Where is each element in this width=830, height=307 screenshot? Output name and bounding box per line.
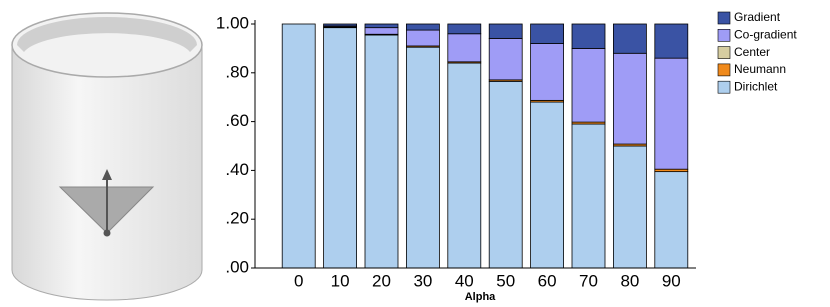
bar-segment <box>405 23 440 31</box>
x-tick-label: 50 <box>496 271 515 290</box>
cylinder-illustration <box>11 12 203 301</box>
x-tick-label: 20 <box>372 271 391 290</box>
bar-segment <box>323 23 358 27</box>
bar-segment <box>405 29 440 47</box>
x-tick-label: 0 <box>294 271 303 290</box>
bar-segment <box>447 33 482 63</box>
bar-segment <box>654 57 689 170</box>
bar-segment <box>364 27 399 35</box>
x-axis-title: Alpha <box>465 291 496 303</box>
x-tick-label: 30 <box>413 271 432 290</box>
legend-label: Gradient <box>734 10 781 24</box>
bar-segment <box>530 23 564 44</box>
bar-segment <box>447 23 482 35</box>
bar-segment <box>613 23 647 54</box>
y-tick-label: .00 <box>225 257 249 276</box>
legend-label: Neumann <box>734 62 786 76</box>
bar-segment <box>654 171 689 269</box>
x-tick-label: 90 <box>662 271 681 290</box>
y-tick-label: 1.00 <box>216 13 249 32</box>
x-tick-label: 60 <box>538 271 557 290</box>
bar-segment <box>488 23 523 39</box>
y-tick-label: .40 <box>225 160 249 179</box>
bar-segment <box>364 23 399 29</box>
bar-segment <box>613 145 647 269</box>
bar-segment <box>364 34 399 269</box>
legend-swatch <box>717 11 731 25</box>
x-tick-label: 10 <box>331 271 350 290</box>
bar-segment <box>654 23 689 59</box>
bar-segment <box>281 23 316 269</box>
x-tick-label: 80 <box>620 271 639 290</box>
bar-segment <box>488 37 523 81</box>
x-tick-label: 70 <box>579 271 598 290</box>
legend-swatch <box>717 46 731 59</box>
y-tick-label: .80 <box>225 62 249 81</box>
bar-segment <box>571 48 606 123</box>
legend-swatch <box>717 28 731 42</box>
bar-segment <box>571 123 606 269</box>
x-tick-label: 40 <box>455 271 474 290</box>
bar-segment <box>530 43 564 101</box>
bar-segment <box>571 23 606 49</box>
legend-label: Dirichlet <box>734 79 778 93</box>
bar-segment <box>447 62 482 269</box>
bar-segment <box>323 27 358 269</box>
bar-segment <box>530 101 564 269</box>
legend-label: Center <box>734 45 770 59</box>
legend-swatch <box>717 80 731 94</box>
bar-segment <box>405 46 440 269</box>
bar-segment <box>488 80 523 269</box>
y-tick-label: .20 <box>225 209 249 228</box>
legend-label: Co-gradient <box>734 27 797 41</box>
y-tick-label: .60 <box>225 111 249 130</box>
legend-swatch <box>717 63 731 77</box>
bar-segment <box>613 52 647 145</box>
